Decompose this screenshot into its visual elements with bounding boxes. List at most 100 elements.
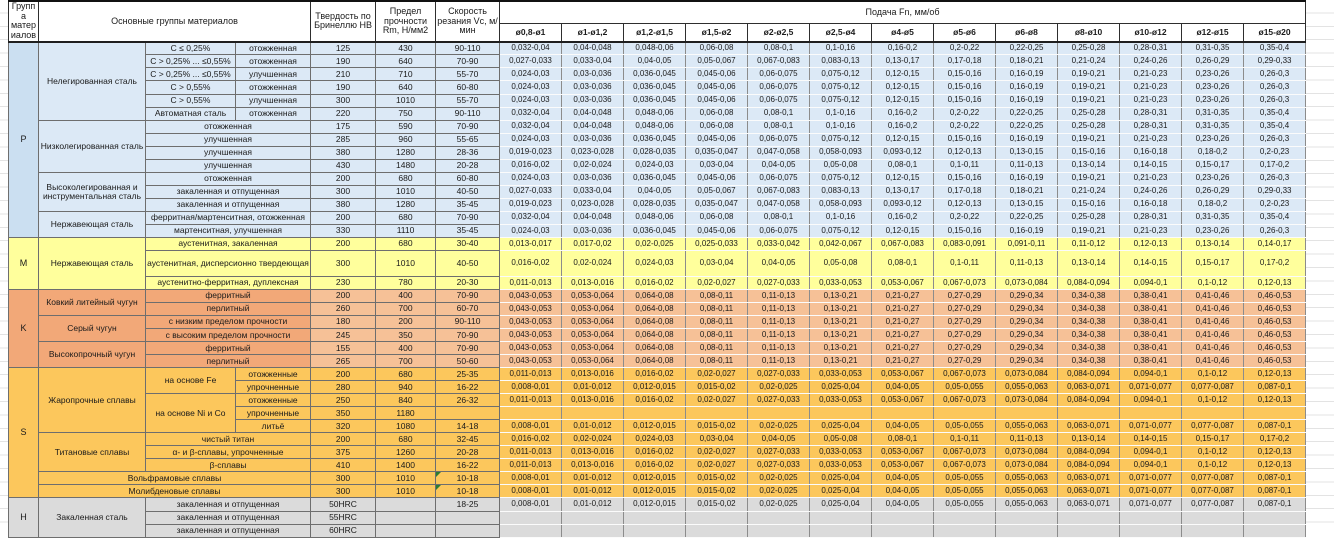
value-cell[interactable]: 55HRC <box>310 510 377 525</box>
feed-cell[interactable]: 0,13-0,14 <box>1181 236 1245 251</box>
value-cell[interactable]: 1180 <box>375 406 437 421</box>
feed-cell[interactable]: 0,045-0,06 <box>685 223 749 238</box>
feed-cell[interactable]: 0,13-0,21 <box>809 288 873 304</box>
feed-cell[interactable]: 0,04-0,048 <box>561 119 625 134</box>
feed-cell[interactable]: 0,15-0,16 <box>1057 197 1121 212</box>
value-cell[interactable]: 260 <box>310 302 377 317</box>
feed-cell[interactable]: 0,055-0,063 <box>995 380 1059 395</box>
feed-cell[interactable]: 0,083-0,13 <box>809 54 873 69</box>
feed-cell[interactable]: 0,084-0,094 <box>1057 458 1121 473</box>
feed-cell[interactable]: 0,024-0,03 <box>499 93 563 108</box>
feed-cell[interactable]: 0,083-0,091 <box>933 236 997 251</box>
feed-cell[interactable]: 0,015-0,02 <box>685 419 749 434</box>
feed-cell[interactable]: 0,41-0,46 <box>1181 315 1245 330</box>
feed-cell[interactable]: 0,063-0,071 <box>1057 419 1121 434</box>
feed-cell[interactable]: 0,063-0,071 <box>1057 380 1121 395</box>
feed-cell[interactable] <box>747 510 811 525</box>
feed-cell[interactable]: 0,013-0,016 <box>561 275 625 290</box>
feed-cell[interactable]: 0,25-0,28 <box>1057 41 1121 56</box>
feed-cell[interactable] <box>995 510 1059 525</box>
header-strength[interactable]: Предел прочности Rm, Н/мм2 <box>375 0 437 43</box>
feed-cell[interactable]: 0,048-0,06 <box>623 41 687 56</box>
feed-cell[interactable]: 0,27-0,29 <box>933 288 997 304</box>
subtype-cell[interactable]: закаленная и отпущенная <box>144 184 312 199</box>
feed-cell[interactable]: 0,08-0,11 <box>685 288 749 304</box>
subtype-cell[interactable]: закаленная и отпущенная <box>144 523 312 538</box>
feed-cell[interactable]: 0,043-0,053 <box>499 302 563 317</box>
feed-cell[interactable]: 0,06-0,075 <box>747 132 811 147</box>
subtype-cell[interactable]: мартенситная, улучшенная <box>144 223 312 238</box>
value-cell[interactable]: 1280 <box>375 145 437 160</box>
feed-cell[interactable]: 0,13-0,14 <box>1057 249 1121 277</box>
feed-cell[interactable]: 0,019-0,023 <box>499 197 563 212</box>
feed-cell[interactable]: 0,02-0,024 <box>561 432 625 447</box>
feed-cell[interactable] <box>995 523 1059 538</box>
feed-cell[interactable] <box>685 523 749 538</box>
feed-cell[interactable]: 0,34-0,38 <box>1057 302 1121 317</box>
feed-cell[interactable]: 0,24-0,26 <box>1119 54 1183 69</box>
subtype-cell[interactable]: отожженная <box>234 41 312 56</box>
value-cell[interactable]: 55-70 <box>435 67 501 82</box>
subtype-cell[interactable]: перлитный <box>144 354 312 369</box>
feed-cell[interactable]: 0,077-0,087 <box>1181 497 1245 512</box>
feed-cell[interactable]: 0,073-0,084 <box>995 458 1059 473</box>
value-cell[interactable]: 35-45 <box>435 197 501 212</box>
value-cell[interactable]: 1010 <box>375 471 437 486</box>
value-cell[interactable]: 60-70 <box>435 302 501 317</box>
feed-cell[interactable]: 0,04-0,05 <box>871 484 935 499</box>
feed-cell[interactable]: 0,02-0,025 <box>747 471 811 486</box>
value-cell[interactable]: 1010 <box>375 484 437 499</box>
feed-cell[interactable]: 0,22-0,25 <box>995 210 1059 225</box>
feed-cell[interactable]: 0,46-0,53 <box>1243 288 1307 304</box>
feed-cell[interactable]: 0,016-0,02 <box>623 393 687 408</box>
feed-cell[interactable]: 0,06-0,075 <box>747 171 811 186</box>
feed-cell[interactable]: 0,15-0,16 <box>933 223 997 238</box>
feed-cell[interactable]: 0,02-0,027 <box>685 458 749 473</box>
feed-cell[interactable]: 0,087-0,1 <box>1243 471 1307 486</box>
feed-cell[interactable]: 0,091-0,11 <box>995 236 1059 251</box>
value-cell[interactable]: 1080 <box>375 419 437 434</box>
feed-cell[interactable]: 0,053-0,064 <box>561 328 625 343</box>
feed-cell[interactable]: 0,016-0,02 <box>499 432 563 447</box>
subtype-cell[interactable]: отожженная <box>234 80 312 95</box>
feed-cell[interactable]: 0,01-0,012 <box>561 471 625 486</box>
feed-cell[interactable]: 0,08-0,11 <box>685 302 749 317</box>
feed-cell[interactable]: 0,047-0,058 <box>747 145 811 160</box>
feed-cell[interactable] <box>1057 510 1121 525</box>
feed-cell[interactable]: 0,047-0,058 <box>747 197 811 212</box>
feed-cell[interactable]: 0,29-0,34 <box>995 328 1059 343</box>
feed-cell[interactable]: 0,27-0,29 <box>933 302 997 317</box>
feed-cell[interactable]: 0,04-0,05 <box>871 419 935 434</box>
feed-cell[interactable]: 0,033-0,053 <box>809 445 873 460</box>
feed-cell[interactable]: 0,16-0,2 <box>871 41 935 56</box>
feed-cell[interactable] <box>1057 406 1121 421</box>
feed-cell[interactable]: 0,08-0,1 <box>871 158 935 173</box>
feed-cell[interactable]: 0,048-0,06 <box>623 119 687 134</box>
feed-cell[interactable]: 0,087-0,1 <box>1243 380 1307 395</box>
feed-cell[interactable]: 0,13-0,21 <box>809 341 873 356</box>
feed-cell[interactable]: 0,024-0,03 <box>499 80 563 95</box>
header-diameter[interactable]: ø6-ø8 <box>995 23 1059 43</box>
value-cell[interactable]: 190 <box>310 54 377 69</box>
feed-cell[interactable]: 0,21-0,27 <box>871 315 935 330</box>
feed-cell[interactable]: 0,16-0,19 <box>995 67 1059 82</box>
feed-cell[interactable]: 0,087-0,1 <box>1243 484 1307 499</box>
feed-cell[interactable]: 0,033-0,053 <box>809 458 873 473</box>
material-cell[interactable]: Жаропрочные сплавы <box>38 367 146 434</box>
feed-cell[interactable]: 0,21-0,24 <box>1057 54 1121 69</box>
feed-cell[interactable]: 0,14-0,15 <box>1119 158 1183 173</box>
feed-cell[interactable]: 0,03-0,04 <box>685 432 749 447</box>
value-cell[interactable]: 190 <box>310 80 377 95</box>
value-cell[interactable]: 1280 <box>375 197 437 212</box>
subtype-cell[interactable]: литьё <box>234 419 312 434</box>
subtype-cell[interactable]: закаленная и отпущенная <box>144 497 312 512</box>
subtype-cell[interactable]: ферритный <box>144 288 312 304</box>
feed-cell[interactable]: 0,03-0,036 <box>561 93 625 108</box>
value-cell[interactable]: 430 <box>375 41 437 56</box>
feed-cell[interactable]: 0,053-0,067 <box>871 367 935 382</box>
feed-cell[interactable]: 0,05-0,067 <box>685 54 749 69</box>
feed-cell[interactable]: 0,027-0,033 <box>747 445 811 460</box>
feed-cell[interactable]: 0,17-0,18 <box>933 54 997 69</box>
feed-cell[interactable]: 0,08-0,1 <box>747 119 811 134</box>
feed-cell[interactable]: 0,067-0,073 <box>933 458 997 473</box>
